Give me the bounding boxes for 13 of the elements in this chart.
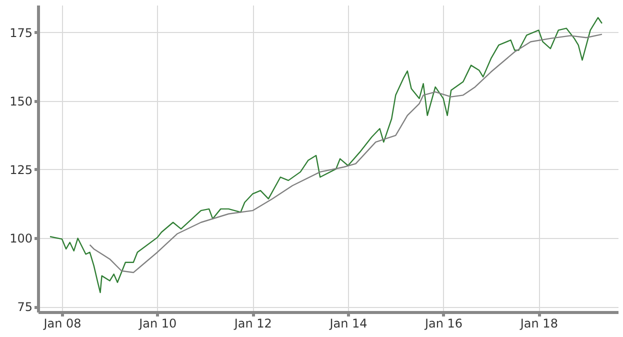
x-tick-label: Jan 12 — [233, 316, 272, 330]
line-series — [89, 34, 603, 274]
x-tick-label: Jan 08 — [42, 316, 82, 330]
x-tick-label: Jan 14 — [328, 316, 368, 330]
y-tick-label: 75 — [17, 300, 32, 314]
y-tick-label: 175 — [10, 26, 32, 40]
line-series — [49, 17, 603, 294]
x-tick-label: Jan 10 — [138, 316, 177, 330]
y-tick-label: 125 — [10, 162, 32, 177]
y-tick-label: 100 — [10, 231, 32, 246]
y-tick-label: 150 — [10, 94, 32, 108]
x-tick-label: Jan 18 — [519, 316, 558, 330]
x-tick-label: Jan 16 — [424, 316, 463, 330]
